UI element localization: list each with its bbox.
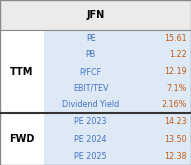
Bar: [44, 30, 191, 113]
Bar: [0, 0, 191, 30]
Text: P/FCF: P/FCF: [80, 67, 102, 76]
Text: 15.61: 15.61: [165, 34, 187, 43]
Text: 2.16%: 2.16%: [162, 100, 187, 109]
Text: 1.22: 1.22: [169, 50, 187, 59]
Text: TTM: TTM: [10, 67, 34, 77]
Text: FWD: FWD: [9, 134, 35, 144]
Text: PE: PE: [86, 34, 96, 43]
Text: 12.19: 12.19: [164, 67, 187, 76]
Bar: [0, 113, 44, 165]
Bar: [44, 113, 191, 165]
Text: 13.50: 13.50: [165, 135, 187, 144]
Text: PE 2025: PE 2025: [74, 152, 107, 161]
Text: PE 2024: PE 2024: [74, 135, 107, 144]
Text: 12.38: 12.38: [165, 152, 187, 161]
Text: JFN: JFN: [86, 10, 105, 20]
Text: Dividend Yield: Dividend Yield: [62, 100, 119, 109]
Text: EBIT/TEV: EBIT/TEV: [73, 84, 108, 93]
Text: PB: PB: [86, 50, 96, 59]
Text: 14.23: 14.23: [165, 117, 187, 126]
Text: PE 2023: PE 2023: [74, 117, 107, 126]
Bar: [0, 30, 44, 113]
Text: 7.1%: 7.1%: [167, 84, 187, 93]
